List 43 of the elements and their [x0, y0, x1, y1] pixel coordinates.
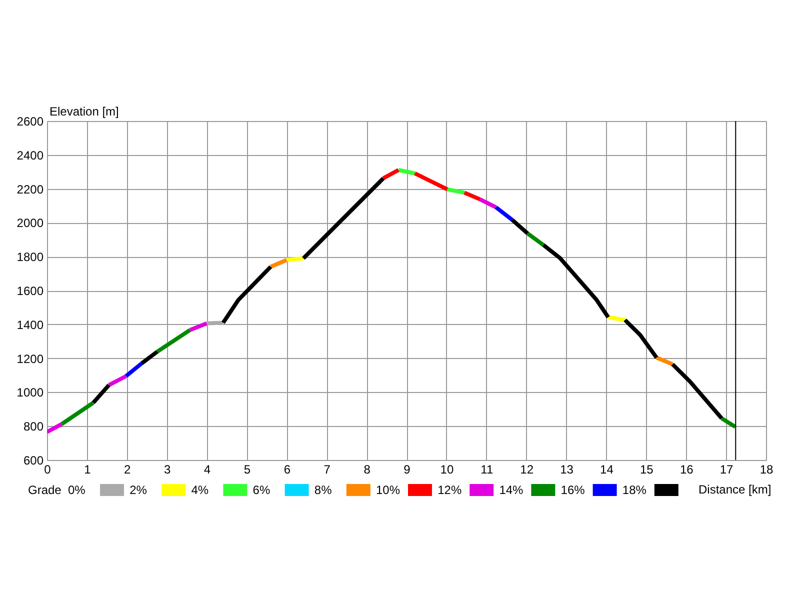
x-tick-label: 7: [324, 462, 331, 476]
y-tick-label: 800: [23, 420, 44, 434]
x-tick-label: 3: [164, 462, 171, 476]
legend-label: 2%: [130, 483, 148, 497]
legend-label: 16%: [560, 483, 586, 497]
x-tick-label: 13: [560, 462, 574, 476]
x-tick-label: 1: [84, 462, 92, 476]
y-tick-label: 600: [23, 454, 44, 468]
x-tick-label: 5: [244, 462, 251, 476]
x-tick-label: 14: [600, 462, 614, 476]
legend-label: 10%: [376, 483, 400, 497]
x-tick-label: 0: [44, 462, 52, 476]
y-tick-label: 2200: [16, 182, 44, 196]
legend-label: 8%: [314, 483, 332, 497]
legend-title: Grade: [28, 483, 62, 497]
y-tick-label: 1400: [16, 318, 44, 332]
x-axis-title: Distance [km]: [698, 482, 772, 496]
y-tick-label: 2400: [16, 148, 44, 162]
y-tick-label: 1200: [16, 352, 44, 366]
y-tick-label: 2000: [16, 216, 44, 230]
x-tick-label: 18: [760, 462, 774, 476]
legend-label: 4%: [191, 483, 209, 497]
y-tick-label: 1800: [16, 250, 44, 264]
x-tick-label: 12: [520, 462, 534, 476]
x-tick-label: 15: [640, 462, 654, 476]
legend-label: 0%: [68, 483, 86, 497]
x-tick-label: 9: [404, 462, 411, 476]
legend-label: 14%: [499, 483, 524, 497]
x-tick-label: 2: [124, 462, 132, 476]
x-tick-label: 4: [204, 462, 211, 476]
legend-label: 12%: [438, 483, 462, 497]
x-tick-label: 16: [680, 462, 694, 476]
x-tick-label: 11: [480, 462, 494, 476]
x-tick-label: 6: [284, 462, 291, 476]
x-tick-label: 8: [364, 462, 371, 476]
y-tick-label: 1600: [16, 284, 44, 298]
y-tick-label: 1000: [16, 386, 44, 400]
legend-label: 18%: [622, 483, 647, 497]
y-tick-label: 2600: [16, 114, 44, 128]
y-axis-title: Elevation [m]: [50, 104, 119, 118]
legend-label: 6%: [252, 483, 270, 497]
x-tick-label: 10: [440, 462, 454, 476]
x-tick-label: 17: [720, 462, 734, 476]
